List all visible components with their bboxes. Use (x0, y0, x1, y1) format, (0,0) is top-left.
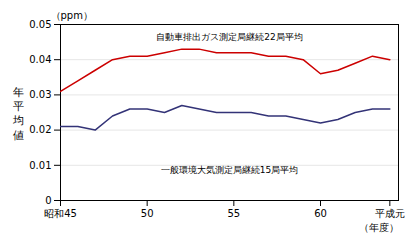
svg-text:（年度）: （年度） (359, 222, 399, 233)
svg-text:0.04: 0.04 (29, 54, 51, 65)
svg-text:（ppm）: （ppm） (51, 10, 93, 21)
svg-text:0.05: 0.05 (29, 19, 51, 30)
svg-text:0: 0 (45, 195, 51, 206)
svg-text:昭和45: 昭和45 (44, 208, 77, 219)
svg-text:0.03: 0.03 (29, 89, 51, 100)
svg-text:平成元: 平成元 (375, 208, 405, 219)
svg-text:自動車排出ガス測定局継続22局平均: 自動車排出ガス測定局継続22局平均 (156, 32, 302, 42)
svg-text:0.01: 0.01 (29, 160, 51, 171)
svg-text:年平均値: 年平均値 (12, 86, 24, 142)
svg-text:55: 55 (227, 208, 240, 219)
svg-text:一般環境大気測定局継続15局平均: 一般環境大気測定局継続15局平均 (161, 165, 298, 175)
svg-text:60: 60 (314, 208, 327, 219)
svg-text:0.02: 0.02 (29, 124, 51, 135)
svg-text:50: 50 (141, 208, 154, 219)
